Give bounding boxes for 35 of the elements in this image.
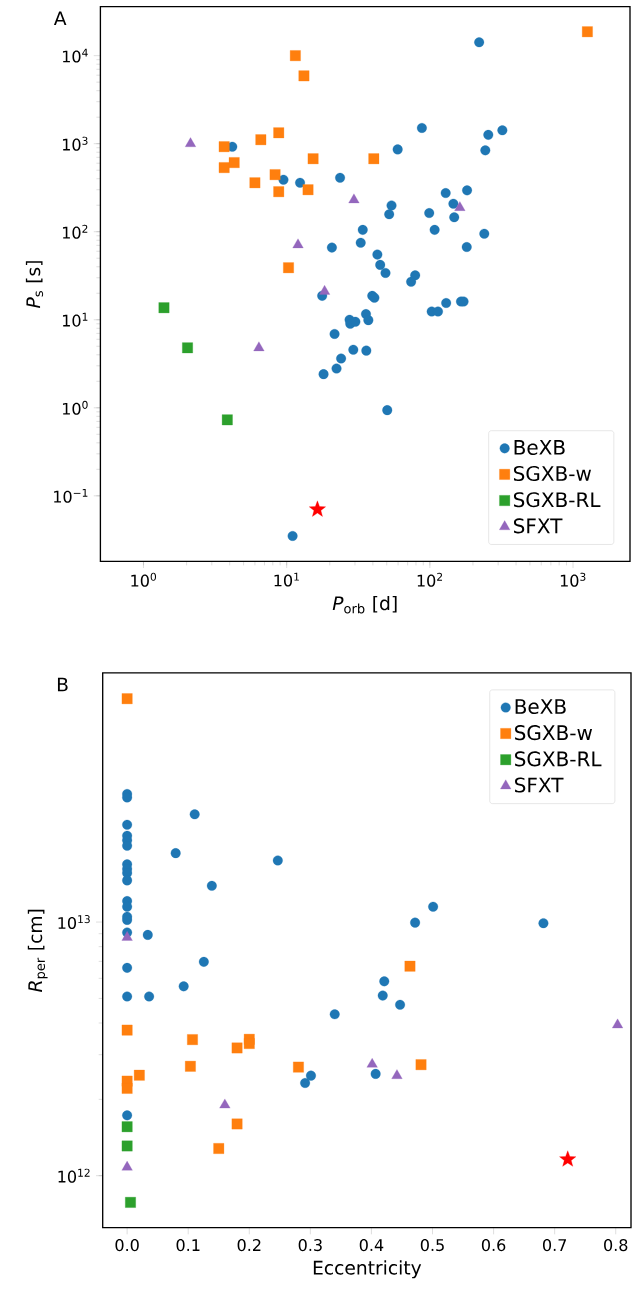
legend-label: BeXB	[514, 440, 565, 455]
x-tick-label: 0.8	[604, 1239, 628, 1252]
x-tick-label: 10$^{1}$	[274, 572, 299, 587]
legend-label: SGXB-RL	[515, 751, 602, 767]
legend-label: SGXB-w	[513, 465, 591, 482]
y-tick-label: 10$^{13}$	[58, 915, 90, 930]
x-tick-label: 10$^{2}$	[417, 572, 443, 587]
y-axis-title: P$_{s}$ [s]	[25, 261, 44, 309]
x-axis-title: P$_{orb}$ [d]	[332, 595, 397, 614]
legend-label: SFXT	[513, 518, 563, 534]
y-tick-label: 10$^{4}$	[62, 48, 88, 63]
legend-label: BeXB	[515, 699, 566, 715]
text: B	[57, 677, 68, 692]
y-tick-label: 10$^{−1}$	[54, 488, 88, 503]
x-tick-label: 10$^{3}$	[560, 572, 586, 587]
x-tick-label: 0.1	[176, 1239, 200, 1252]
y-tick-label: 10$^{3}$	[62, 136, 88, 151]
x-tick-label: 0.2	[237, 1239, 261, 1252]
x-axis-title: Eccentricity	[313, 1260, 422, 1279]
y-tick-label: 10$^{1}$	[62, 312, 88, 327]
x-tick-label: 0.7	[542, 1239, 567, 1252]
legend-label: SGXB-RL	[513, 492, 601, 508]
y-axis-title: R$_{per}$ [cm]	[27, 909, 48, 992]
x-tick-label: 0.4	[359, 1239, 384, 1252]
x-tick-label: 0.6	[481, 1239, 506, 1252]
legend-label: SFXT	[515, 777, 564, 793]
x-tick-label: 0.3	[298, 1239, 322, 1252]
x-tick-label: 0.5	[420, 1239, 444, 1252]
legend-label: SGXB-w	[515, 725, 593, 741]
y-tick-label: 10$^{2}$	[62, 224, 88, 239]
x-tick-label: 0.0	[115, 1239, 139, 1252]
text: A	[53, 11, 67, 26]
x-tick-label: 10$^{0}$	[131, 572, 157, 587]
y-tick-label: 10$^{12}$	[58, 1168, 90, 1183]
y-tick-label: 10$^{0}$	[62, 400, 88, 415]
